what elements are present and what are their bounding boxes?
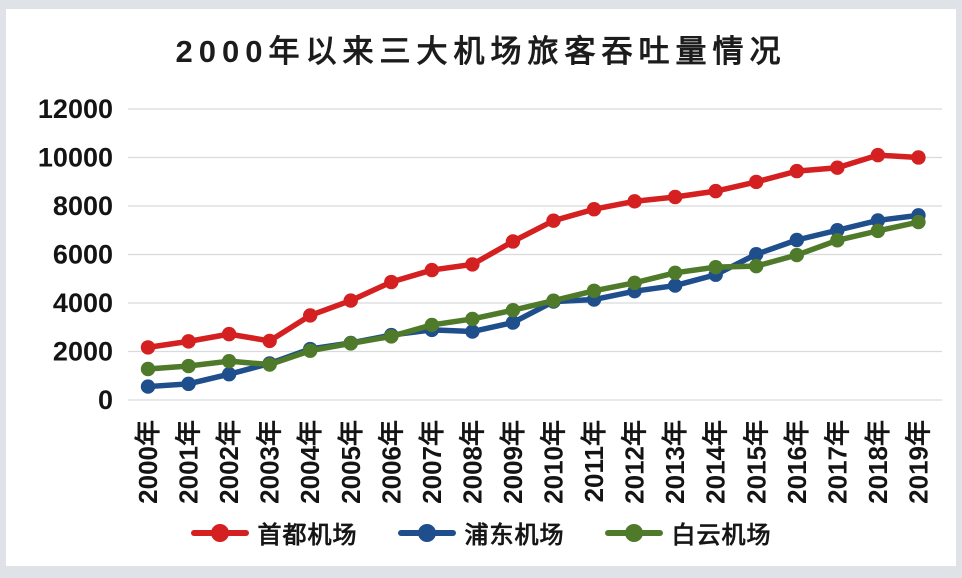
x-axis-tick-label: 2010年 — [539, 420, 569, 504]
data-point-capital — [384, 274, 399, 290]
data-point-baiyun — [830, 233, 845, 248]
data-point-capital — [303, 308, 318, 323]
y-axis-tick-label: 6000 — [53, 240, 113, 270]
chart-legend: 首都机场 浦东机场 白云机场 — [6, 515, 956, 550]
data-point-baiyun — [343, 336, 358, 351]
data-point-capital — [424, 262, 440, 278]
data-point-pudong — [465, 324, 480, 339]
data-point-capital — [627, 194, 642, 209]
data-point-capital — [262, 333, 277, 349]
data-point-pudong — [830, 223, 845, 238]
data-point-baiyun — [181, 358, 196, 374]
x-axis-tick-label: 2001年 — [174, 420, 204, 504]
data-point-capital — [343, 293, 358, 308]
data-point-baiyun — [911, 214, 926, 230]
line-chart: 0 2000 4000 6000 8000 10000 12000 2000年 2001年 200… — [38, 94, 942, 504]
data-point-baiyun — [384, 329, 399, 344]
data-point-pudong — [749, 247, 764, 262]
x-axis-tick-label: 2007年 — [417, 420, 447, 504]
data-point-baiyun — [789, 247, 804, 263]
data-point-baiyun — [667, 265, 683, 281]
x-axis-tick-label: 2012年 — [620, 420, 650, 504]
x-axis-tick-label: 2005年 — [336, 420, 366, 504]
legend-label-capital: 首都机场 — [257, 522, 358, 549]
data-point-capital — [181, 334, 196, 349]
legend-dot — [624, 523, 643, 542]
legend-item-capital: 首都机场 — [190, 515, 358, 550]
data-point-baiyun — [870, 223, 886, 239]
x-axis-tick-label: 2006年 — [376, 420, 406, 504]
data-point-pudong — [221, 367, 237, 382]
legend-item-pudong: 浦东机场 — [397, 515, 565, 550]
data-point-capital — [911, 150, 926, 165]
data-point-capital — [465, 257, 480, 272]
data-point-baiyun — [505, 302, 521, 318]
y-axis-tick-label: 10000 — [38, 143, 113, 173]
data-point-baiyun — [424, 317, 440, 333]
x-axis-tick-label: 2003年 — [255, 420, 285, 504]
data-point-baiyun — [586, 283, 602, 298]
data-point-baiyun — [465, 311, 480, 327]
x-axis-tick-label: 2018年 — [863, 420, 893, 504]
legend-label-baiyun: 白云机场 — [671, 522, 772, 549]
legend-dot — [417, 523, 436, 542]
x-axis-tick-label: 2009年 — [498, 420, 528, 504]
y-axis-tick-label: 4000 — [53, 288, 113, 318]
legend-item-baiyun: 白云机场 — [604, 515, 772, 550]
data-point-pudong — [505, 315, 521, 330]
x-axis-tick-label: 2017年 — [822, 420, 852, 504]
data-point-capital — [586, 202, 602, 217]
data-point-capital — [749, 174, 764, 190]
series-line-baiyun — [145, 219, 922, 372]
data-point-pudong — [140, 379, 156, 394]
data-point-capital — [546, 213, 561, 228]
data-point-baiyun — [708, 259, 723, 275]
legend-marker-pudong — [397, 523, 456, 543]
data-point-capital — [870, 147, 886, 163]
legend-label-pudong: 浦东机场 — [464, 522, 565, 549]
y-axis-tick-label: 8000 — [53, 191, 113, 221]
x-axis-tick-label: 2014年 — [701, 420, 731, 504]
data-point-capital — [140, 340, 156, 355]
data-point-baiyun — [303, 343, 318, 358]
data-point-capital — [789, 163, 804, 179]
legend-marker-capital — [190, 523, 249, 543]
data-point-pudong — [667, 278, 683, 293]
data-point-capital — [830, 160, 845, 175]
data-point-capital — [708, 183, 723, 199]
data-point-capital — [221, 326, 237, 342]
data-point-baiyun — [140, 361, 156, 377]
legend-dot — [210, 523, 229, 542]
x-axis-tick-label: 2019年 — [903, 420, 933, 504]
legend-marker-baiyun — [604, 523, 663, 543]
data-point-baiyun — [546, 293, 561, 308]
x-axis-tick-label: 2004年 — [295, 420, 325, 504]
chart-title: 2000年以来三大机场旅客吞吐量情况 — [175, 34, 787, 69]
data-point-baiyun — [221, 353, 237, 369]
x-axis-tick-label: 2011年 — [579, 420, 609, 502]
x-axis-tick-label: 2016年 — [782, 420, 812, 504]
data-point-baiyun — [749, 258, 764, 274]
data-point-pudong — [181, 376, 196, 392]
data-point-capital — [667, 189, 683, 205]
data-point-baiyun — [627, 275, 642, 291]
y-axis-tick-label: 12000 — [38, 94, 113, 124]
data-point-pudong — [789, 232, 804, 248]
x-axis-tick-label: 2008年 — [457, 420, 487, 504]
data-point-pudong — [870, 213, 886, 228]
x-axis-tick-label: 2000年 — [133, 420, 163, 504]
chart-card: 2000年以来三大机场旅客吞吐量情况 0 2000 4000 6000 8000 1000… — [6, 9, 956, 566]
y-axis-tick-label: 2000 — [53, 337, 113, 367]
x-axis-tick-label: 2002年 — [214, 420, 244, 504]
y-axis-tick-label: 0 — [98, 385, 113, 415]
data-point-capital — [505, 234, 521, 249]
x-axis-tick-label: 2015年 — [741, 420, 771, 504]
data-point-baiyun — [262, 357, 277, 372]
x-axis-tick-label: 2013年 — [660, 420, 690, 504]
